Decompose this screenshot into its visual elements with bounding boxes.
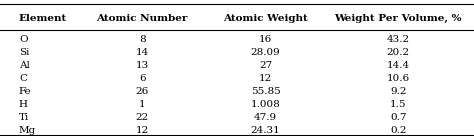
Text: 1.5: 1.5: [390, 100, 406, 109]
Text: 12: 12: [259, 74, 272, 83]
Text: 0.2: 0.2: [390, 126, 406, 135]
Text: 43.2: 43.2: [387, 35, 410, 44]
Text: 22: 22: [136, 113, 149, 122]
Text: Weight Per Volume, %: Weight Per Volume, %: [335, 14, 462, 23]
Text: Al: Al: [19, 61, 30, 70]
Text: 27: 27: [259, 61, 272, 70]
Text: 0.7: 0.7: [390, 113, 406, 122]
Text: 8: 8: [139, 35, 146, 44]
Text: 12: 12: [136, 126, 149, 135]
Text: 1.008: 1.008: [251, 100, 280, 109]
Text: 16: 16: [259, 35, 272, 44]
Text: 28.09: 28.09: [251, 48, 280, 57]
Text: Atomic Weight: Atomic Weight: [223, 14, 308, 23]
Text: 9.2: 9.2: [390, 87, 406, 96]
Text: 47.9: 47.9: [254, 113, 277, 122]
Text: H: H: [19, 100, 28, 109]
Text: 20.2: 20.2: [387, 48, 410, 57]
Text: Mg: Mg: [19, 126, 36, 135]
Text: Si: Si: [19, 48, 29, 57]
Text: 1: 1: [139, 100, 146, 109]
Text: 10.6: 10.6: [387, 74, 410, 83]
Text: Atomic Number: Atomic Number: [97, 14, 188, 23]
Text: 24.31: 24.31: [251, 126, 280, 135]
Text: 14.4: 14.4: [387, 61, 410, 70]
Text: Element: Element: [19, 14, 67, 23]
Text: C: C: [19, 74, 27, 83]
Text: O: O: [19, 35, 27, 44]
Text: 6: 6: [139, 74, 146, 83]
Text: Fe: Fe: [19, 87, 32, 96]
Text: 13: 13: [136, 61, 149, 70]
Text: 55.85: 55.85: [251, 87, 280, 96]
Text: Ti: Ti: [19, 113, 29, 122]
Text: 26: 26: [136, 87, 149, 96]
Text: 14: 14: [136, 48, 149, 57]
